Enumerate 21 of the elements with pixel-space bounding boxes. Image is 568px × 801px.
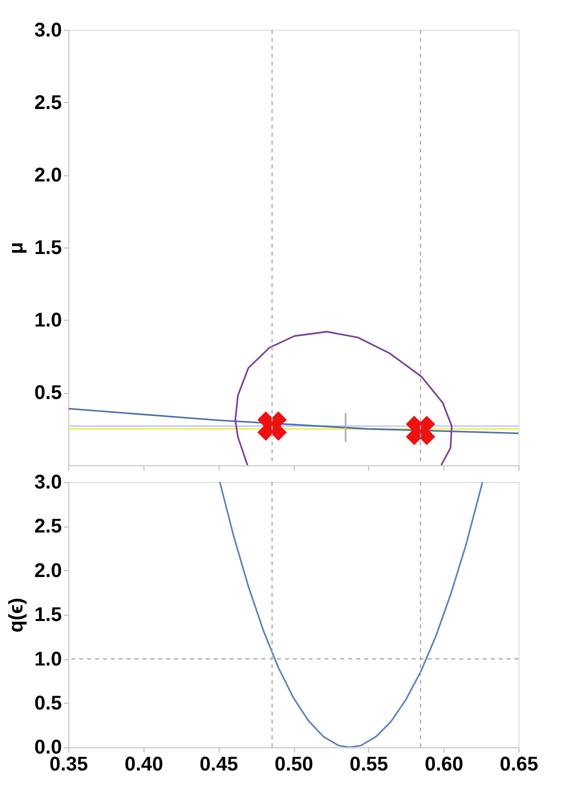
y-axis-title: μ xyxy=(5,242,28,254)
y-tick-label: 0.5 xyxy=(34,692,62,714)
x-tick-label: 0.65 xyxy=(500,754,538,776)
y-tick-label: 0.5 xyxy=(34,382,62,404)
x-tick-label: 0.45 xyxy=(200,754,238,776)
y-tick-label: 2.5 xyxy=(34,516,62,538)
y-axis-title: q(ϵ) xyxy=(5,598,28,633)
y-tick-label: 1.0 xyxy=(34,648,62,670)
x-tick-label: 0.50 xyxy=(274,754,314,776)
y-tick-label: 2.5 xyxy=(34,92,62,114)
x-tick-label: 0.55 xyxy=(350,754,388,776)
y-tick-label: 1.5 xyxy=(34,604,62,626)
y-tick-label: 3.0 xyxy=(34,471,62,494)
x-tick-label: 0.35 xyxy=(50,754,88,776)
y-tick-label: 2.0 xyxy=(34,164,62,186)
y-tick-label: 1.5 xyxy=(34,236,62,259)
x-tick-label: 0.40 xyxy=(124,754,164,776)
y-tick-label: 2.0 xyxy=(34,560,62,582)
x-tick-label: 0.60 xyxy=(424,754,464,776)
y-tick-label: 1.0 xyxy=(34,310,62,332)
y-tick-label: 3.0 xyxy=(34,19,62,42)
